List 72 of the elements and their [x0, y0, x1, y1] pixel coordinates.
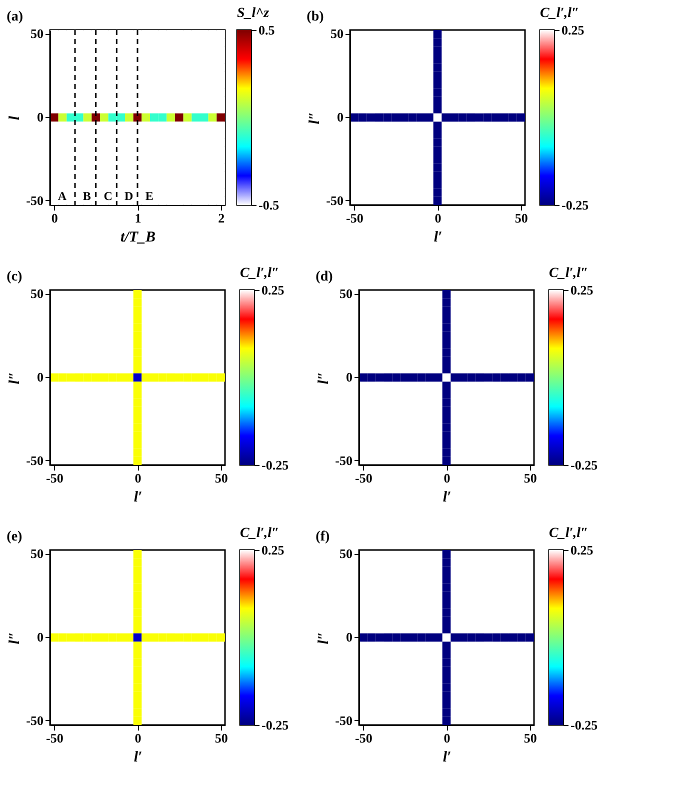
y-tick-label: 0 — [37, 630, 44, 644]
color-bar-label: -0.25 — [570, 458, 598, 472]
y-tick-label: -50 — [335, 712, 352, 728]
chart-title: (e) — [6, 530, 23, 545]
chart-title: (f) — [316, 530, 330, 545]
color-bar-label: -0.25 — [570, 718, 598, 732]
chart-title: (d) — [316, 270, 334, 285]
y-tick-label: -50 — [326, 192, 344, 208]
x-tick-label: 1 — [134, 210, 142, 226]
color-bar-title: C_l′,l″ — [549, 266, 588, 281]
color-bar-title: C_l′,l″ — [540, 6, 580, 21]
x-tick-label: 0 — [434, 210, 442, 226]
color-bar-label: 0.5 — [258, 22, 276, 38]
y-tick-label: 0 — [346, 630, 352, 644]
y-tick-label: 50 — [30, 26, 44, 42]
y-tick-label: 0 — [337, 110, 344, 124]
x-axis-title: l′ — [434, 230, 442, 246]
color-bar-label: 0.25 — [262, 282, 285, 298]
y-tick-label: -50 — [26, 452, 44, 468]
y-axis-title: l″ — [7, 372, 24, 384]
annotation: A — [58, 189, 67, 203]
y-axis-title: l″ — [307, 112, 324, 124]
x-axis-title: l′ — [442, 750, 452, 766]
x-axis-title: t/T_B — [120, 230, 156, 246]
x-tick-label: 0 — [444, 730, 450, 746]
x-tick-label: 50 — [524, 470, 537, 486]
y-axis-title: l — [7, 115, 24, 120]
y-tick-label: 50 — [30, 546, 44, 562]
color-bar-label: 0.25 — [570, 282, 594, 298]
y-axis-title: l″ — [316, 372, 332, 384]
color-bar-label: -0.25 — [562, 198, 590, 212]
x-tick-label: 0 — [51, 210, 58, 226]
x-tick-label: 0 — [134, 730, 142, 746]
x-axis-title: l′ — [134, 750, 142, 766]
y-axis-title: l″ — [316, 632, 332, 644]
color-bar-label: 0.25 — [570, 542, 594, 558]
annotation: B — [82, 189, 91, 203]
x-tick-label: 2 — [218, 210, 225, 226]
y-tick-label: 50 — [340, 546, 352, 562]
y-tick-label: 0 — [37, 370, 44, 384]
color-bar-title: C_l′,l″ — [549, 526, 588, 541]
y-tick-label: -50 — [335, 452, 352, 468]
chart-title: (c) — [6, 270, 23, 285]
color-bar-label: -0.5 — [258, 198, 280, 212]
y-tick-label: -50 — [26, 712, 44, 728]
chart-title: (a) — [6, 10, 24, 25]
x-tick-label: 50 — [214, 470, 228, 486]
y-tick-label: 50 — [330, 26, 344, 42]
color-bar-title: C_l′,l″ — [240, 266, 280, 281]
annotation: E — [145, 189, 154, 203]
x-tick-label: 50 — [214, 730, 228, 746]
color-bar-label: -0.25 — [262, 718, 290, 732]
color-bar-label: 0.25 — [562, 22, 585, 38]
y-tick-label: 0 — [37, 110, 44, 124]
y-tick-label: 0 — [346, 370, 352, 384]
color-bar-label: -0.25 — [262, 458, 290, 472]
color-bar-label: 0.25 — [262, 542, 285, 558]
x-tick-label: 0 — [444, 470, 450, 486]
color-bar-title: C_l′,l″ — [240, 526, 280, 541]
annotation: D — [124, 189, 134, 203]
y-tick-label: 50 — [340, 286, 352, 302]
x-tick-label: 0 — [134, 470, 142, 486]
y-axis-title: l″ — [7, 632, 24, 644]
color-bar-title: S_l^z — [237, 6, 270, 21]
annotation: C — [104, 189, 112, 203]
y-tick-label: -50 — [26, 192, 44, 208]
x-tick-label: 50 — [524, 730, 537, 746]
x-axis-title: l′ — [442, 490, 452, 506]
x-axis-title: l′ — [134, 490, 142, 506]
y-tick-label: 50 — [30, 286, 44, 302]
x-tick-label: 50 — [514, 210, 528, 226]
chart-title: (b) — [306, 10, 324, 25]
